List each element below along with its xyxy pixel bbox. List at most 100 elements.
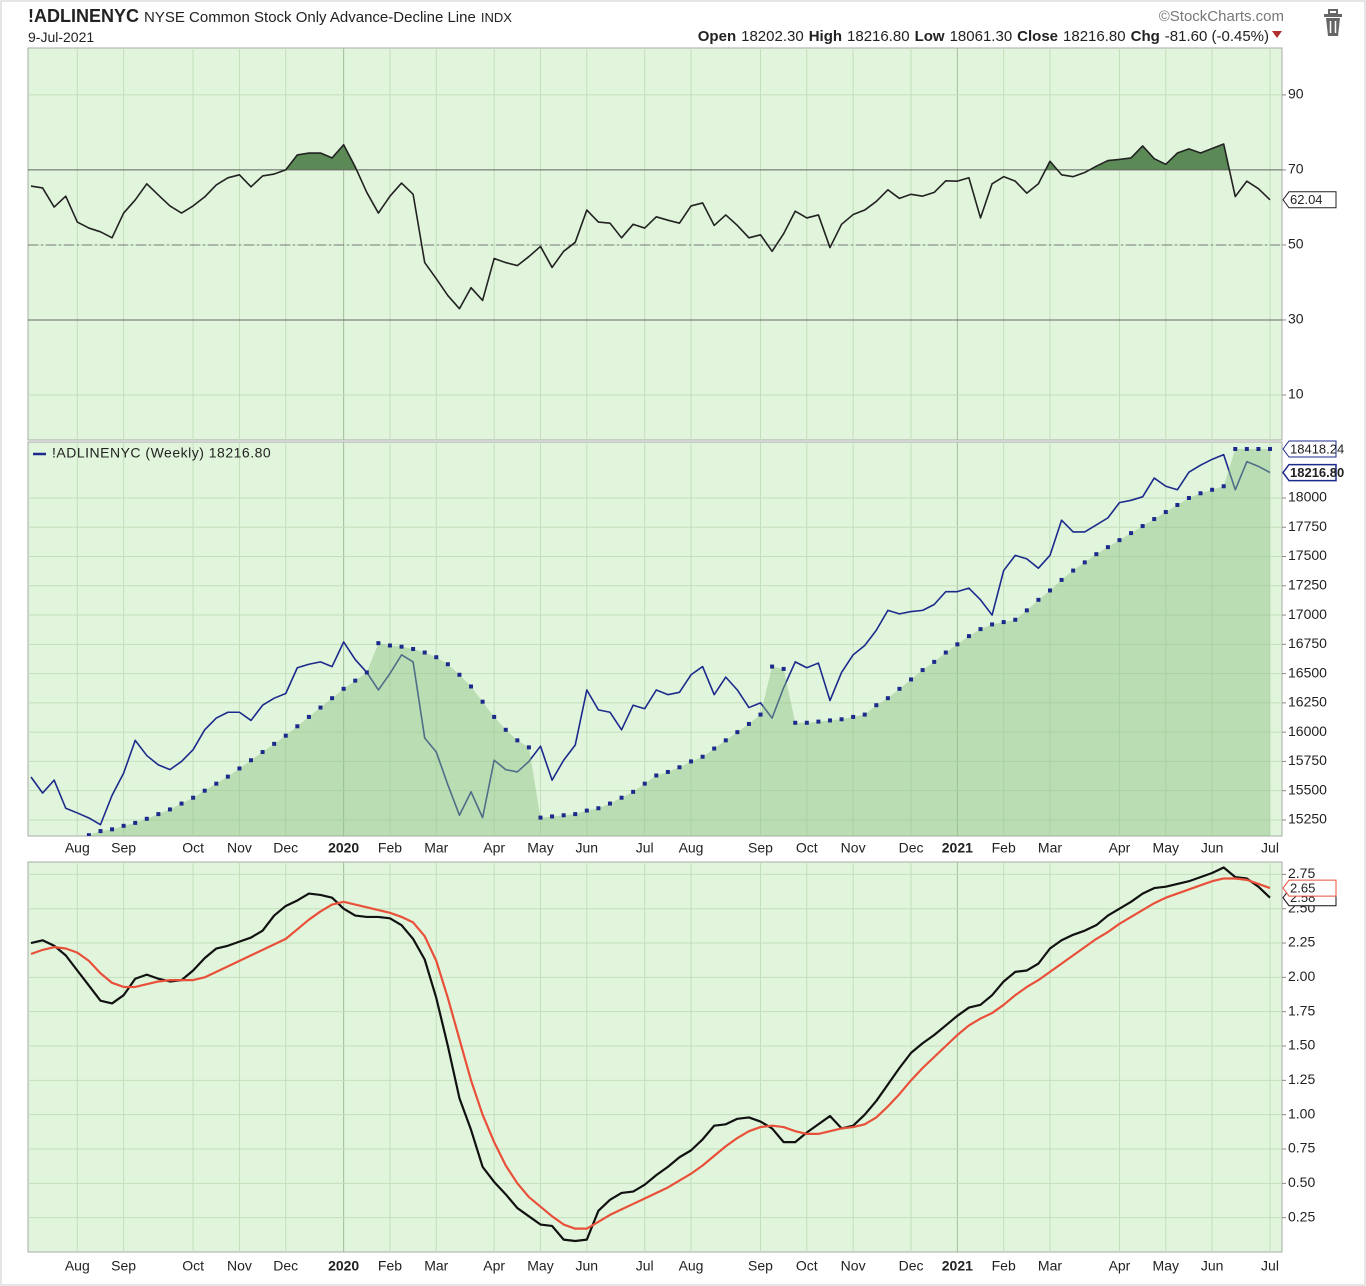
sar-dot (86, 833, 91, 836)
sar-dot (133, 820, 138, 825)
sar-dot (631, 789, 636, 794)
sar-dot (341, 686, 346, 691)
sar-dot (619, 795, 624, 800)
x-tick-label: 2020 (328, 840, 359, 856)
x-tick-label: May (1153, 1258, 1179, 1274)
last-value-box (1282, 191, 1337, 209)
sar-dot (642, 781, 647, 786)
sar-dot (1013, 617, 1018, 622)
y-tick-label: 18000 (1288, 489, 1327, 505)
x-tick-label: Nov (841, 1258, 866, 1274)
x-tick-label: Jul (636, 840, 654, 856)
sar-dot (1175, 502, 1180, 507)
trash-icon[interactable] (1324, 9, 1342, 36)
sar-dot (98, 829, 103, 834)
panel-bg (27, 47, 1283, 441)
sar-dot (1140, 524, 1145, 529)
x-tick-label: Oct (182, 1258, 204, 1274)
sar-dot (654, 773, 659, 778)
sar-dot (561, 813, 566, 818)
sar-dot (272, 741, 277, 746)
panel (28, 442, 1282, 836)
sar-dot (584, 808, 589, 813)
sar-dot (793, 720, 798, 725)
x-tick-label: Apr (1109, 840, 1131, 856)
x-tick-label: Apr (483, 1258, 505, 1274)
y-tick-label: 2.75 (1288, 865, 1315, 881)
x-tick-label: Aug (65, 1258, 90, 1274)
x-tick-label: Mar (424, 840, 448, 856)
sar-dot (1233, 446, 1238, 451)
series-line (30, 866, 1271, 1243)
title-line: !ADLINENYC NYSE Common Stock Only Advance… (28, 6, 517, 27)
sar-dot (851, 714, 856, 719)
x-tick-label: 2020 (328, 1258, 359, 1274)
x-tick-label: Feb (992, 1258, 1016, 1274)
sar-dot (399, 644, 404, 649)
sar-dot (283, 733, 288, 738)
x-tick-label: Jul (1261, 1258, 1279, 1274)
y-tick-label: 10 (1288, 386, 1304, 402)
y-tick-label: 17750 (1288, 518, 1327, 534)
x-tick-label: Jun (576, 840, 599, 856)
y-tick-label: 2.25 (1288, 934, 1315, 950)
sar-dot (434, 655, 439, 660)
sar-dot (1105, 545, 1110, 550)
y-tick-label: 16500 (1288, 664, 1327, 680)
sar-dot (1256, 446, 1261, 451)
sar-dot (781, 666, 786, 671)
sar-dot (121, 823, 126, 828)
x-tick-label: Feb (378, 840, 402, 856)
sar-dot (746, 721, 751, 726)
sar-dot (1094, 552, 1099, 557)
sar-dot (110, 827, 115, 832)
sar-dot (1059, 577, 1064, 582)
x-tick-label: Nov (227, 1258, 252, 1274)
x-tick-label: 2021 (942, 840, 973, 856)
sar-dot (156, 812, 161, 817)
sar-dot (1198, 491, 1203, 496)
panel (28, 862, 1282, 1252)
sar-dot (480, 699, 485, 704)
last-value-label: 18418.24 (1290, 441, 1344, 456)
sar-dot (689, 759, 694, 764)
quote-label: Open (697, 28, 737, 45)
sar-dot (827, 718, 832, 723)
credit: ©StockCharts.com (1158, 8, 1284, 25)
sar-dot (990, 622, 995, 627)
sar-dot (1071, 568, 1076, 573)
sar-dot (978, 627, 983, 632)
sar-dot (1268, 446, 1272, 451)
sar-dot (573, 812, 578, 817)
sar-dot (1163, 510, 1168, 515)
last-value-label: 2.65 (1290, 881, 1315, 896)
sar-dot (966, 634, 971, 639)
quote-label: Chg (1130, 28, 1160, 45)
sar-dot (955, 642, 960, 647)
sar-dot (202, 788, 207, 793)
sar-dot (1024, 608, 1029, 613)
sar-dot (503, 727, 508, 732)
y-tick-label: 2.00 (1288, 968, 1315, 984)
sar-dot (816, 719, 821, 724)
sar-dot (179, 801, 184, 806)
x-tick-label: Dec (273, 840, 298, 856)
x-tick-label: May (1153, 840, 1179, 856)
sar-dot (1186, 495, 1191, 500)
y-tick-label: 1.25 (1288, 1071, 1315, 1087)
sar-dot (1244, 446, 1249, 451)
x-tick-label: Apr (1109, 1258, 1131, 1274)
last-value-box (1282, 463, 1337, 482)
sar-dot (318, 705, 323, 710)
x-tick-label: Sep (111, 1258, 136, 1274)
panel-bg (27, 441, 1283, 837)
sar-dot (526, 745, 531, 750)
sar-dot (492, 714, 497, 719)
series-line (30, 877, 1271, 1230)
last-value-label: 18216.80 (1290, 465, 1344, 480)
sar-dot (144, 816, 149, 821)
sar-dot (515, 738, 520, 743)
exchange: INDX (480, 10, 512, 25)
